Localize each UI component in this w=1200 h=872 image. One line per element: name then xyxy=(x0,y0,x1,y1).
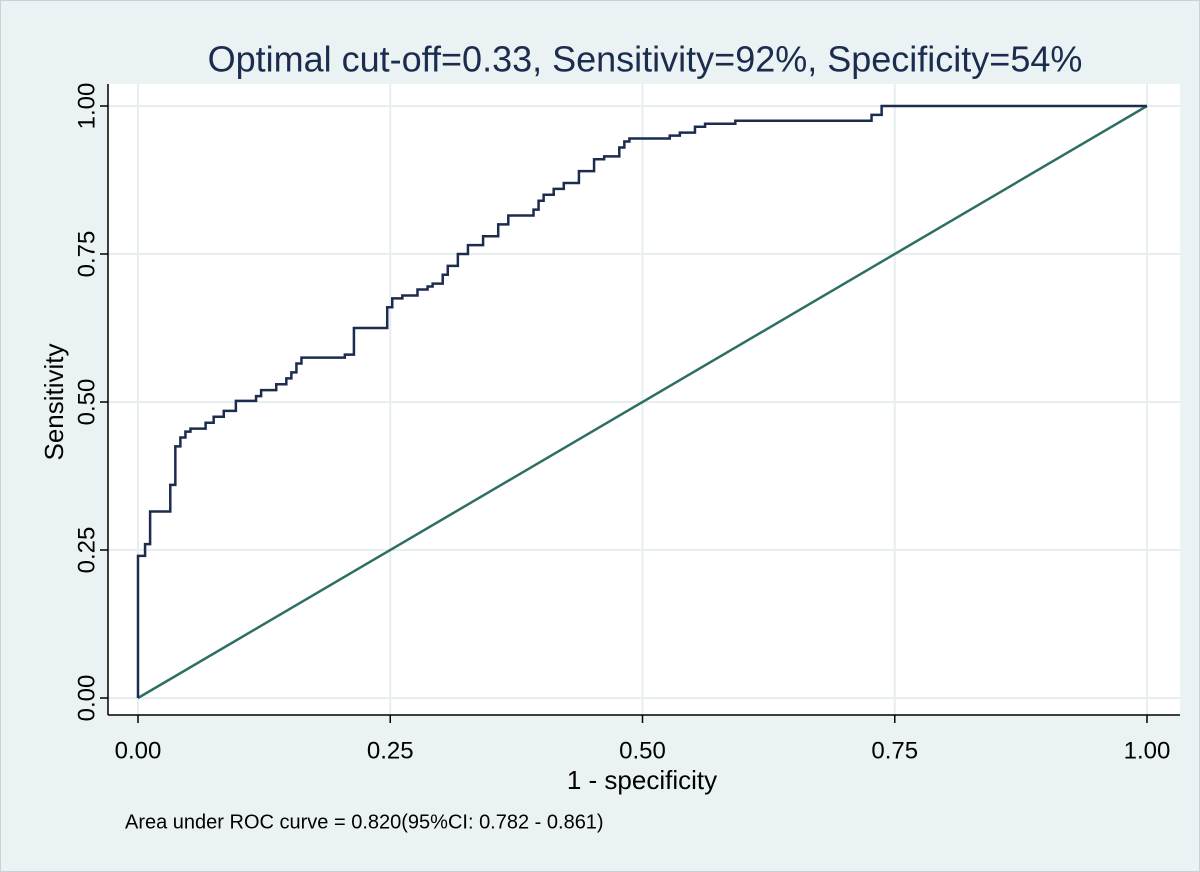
y-tick-label: 0.75 xyxy=(73,231,100,278)
x-tick-label: 1.00 xyxy=(1124,737,1171,764)
x-tick-label: 0.50 xyxy=(619,737,666,764)
series-line xyxy=(136,104,1147,698)
x-axis-label: 1 - specificity xyxy=(567,765,717,795)
y-tick-label: 0.25 xyxy=(73,527,100,574)
x-tick-label: 0.25 xyxy=(367,737,414,764)
x-tick-label: 0.00 xyxy=(115,737,162,764)
y-tick-label: 0.00 xyxy=(73,675,100,722)
series-line xyxy=(137,104,1148,700)
chart-title: Optimal cut-off=0.33, Sensitivity=92%, S… xyxy=(208,39,1083,80)
y-tick-label: 0.50 xyxy=(73,379,100,426)
y-axis-label: Sensitivity xyxy=(39,343,69,460)
x-tick-label: 0.75 xyxy=(871,737,918,764)
note: Area under ROC curve = 0.820(95%CI: 0.78… xyxy=(125,811,604,833)
y-tick-label: 1.00 xyxy=(73,83,100,130)
